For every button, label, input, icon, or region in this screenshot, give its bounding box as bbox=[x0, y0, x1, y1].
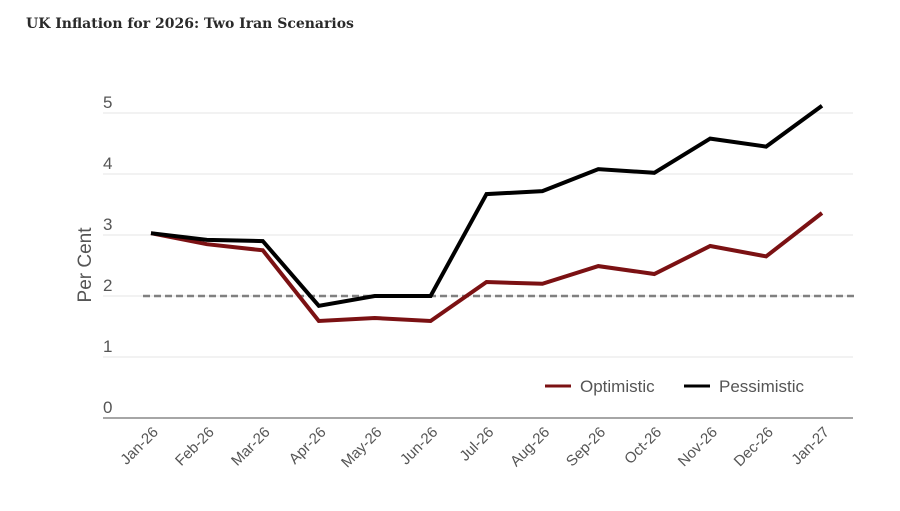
x-tick-label: Apr-26 bbox=[286, 424, 330, 468]
series-lines bbox=[150, 104, 824, 324]
x-tick-labels: Jan-26 Feb-26 Mar-26 Apr-26 May-26 Jun-26 Jul-… bbox=[117, 424, 832, 471]
x-tick-label: May-26 bbox=[338, 424, 385, 471]
series-line-pessimistic bbox=[150, 104, 824, 308]
y-tick-labels: 0 1 2 3 4 5 bbox=[103, 93, 112, 417]
legend: Optimistic Pessimistic bbox=[545, 377, 805, 396]
y-tick-label: 3 bbox=[103, 215, 112, 234]
chart-title: UK Inflation for 2026: Two Iran Scenario… bbox=[26, 16, 354, 32]
y-tick-label: 0 bbox=[103, 398, 112, 417]
legend-label-pessimistic: Pessimistic bbox=[719, 377, 805, 396]
y-axis-label: Per Cent bbox=[75, 227, 96, 303]
x-tick-label: Dec-26 bbox=[731, 424, 777, 470]
x-tick-label: Jul-26 bbox=[456, 424, 497, 465]
y-tick-label: 4 bbox=[103, 154, 112, 173]
x-tick-label: Jan-26 bbox=[117, 424, 161, 468]
series-line-optimistic bbox=[150, 211, 824, 324]
x-tick-label: Aug-26 bbox=[507, 424, 553, 470]
x-tick-label: Oct-26 bbox=[621, 424, 665, 468]
legend-label-optimistic: Optimistic bbox=[580, 377, 655, 396]
x-tick-label: Sep-26 bbox=[563, 424, 609, 470]
x-tick-label: Jan-27 bbox=[788, 424, 832, 468]
x-tick-label: Mar-26 bbox=[228, 424, 274, 470]
x-tick-label: Feb-26 bbox=[172, 424, 218, 470]
gridlines bbox=[103, 112, 853, 358]
x-tick-label: Nov-26 bbox=[675, 424, 721, 470]
y-tick-label: 2 bbox=[103, 276, 112, 295]
y-tick-label: 5 bbox=[103, 93, 112, 112]
y-tick-label: 1 bbox=[103, 337, 112, 356]
x-tick-label: Jun-26 bbox=[397, 424, 441, 468]
